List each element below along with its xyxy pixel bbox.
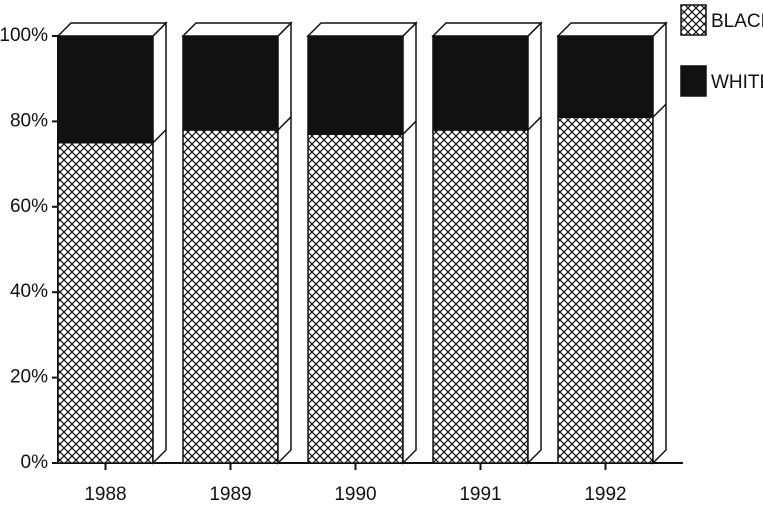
bar-side [527, 21, 542, 465]
bar-segment [307, 133, 404, 464]
bar-side [402, 21, 417, 465]
bar-segment [307, 35, 404, 135]
bar-top [56, 22, 168, 37]
bar-top [431, 22, 543, 37]
legend-swatch [680, 4, 707, 36]
side-divider [652, 103, 667, 118]
bar-segment [432, 129, 529, 464]
bar-top [306, 22, 418, 37]
bar-segment [57, 35, 154, 144]
x-tick-label: 1990 [334, 484, 376, 505]
bar-segment [557, 116, 654, 464]
y-tick-label: 20% [10, 367, 48, 388]
bar-top [556, 22, 668, 37]
y-tick-label: 0% [21, 452, 49, 473]
y-tick-label: 40% [10, 281, 48, 302]
bar-segment [432, 35, 529, 131]
y-tick-label: 80% [10, 110, 48, 131]
bar-side [152, 21, 167, 465]
bar-segment [182, 129, 279, 464]
bar-side [277, 21, 292, 465]
y-tick-label: 100% [0, 25, 48, 46]
x-tick-label: 1988 [84, 484, 126, 505]
x-tick-label: 1992 [584, 484, 626, 505]
side-divider [277, 116, 292, 131]
legend-label: BLACK [711, 11, 763, 32]
side-divider [152, 129, 167, 144]
side-divider [402, 120, 417, 135]
x-tick-label: 1991 [459, 484, 501, 505]
bar-segment [182, 35, 279, 131]
side-divider [527, 116, 542, 131]
bar-segment [57, 142, 154, 464]
bar-side [652, 21, 667, 465]
legend-label: WHITE [711, 72, 763, 93]
x-tick-label: 1989 [209, 484, 251, 505]
y-tick-label: 60% [10, 196, 48, 217]
legend-swatch [680, 65, 707, 97]
bar-top [181, 22, 293, 37]
bar-segment [557, 35, 654, 118]
